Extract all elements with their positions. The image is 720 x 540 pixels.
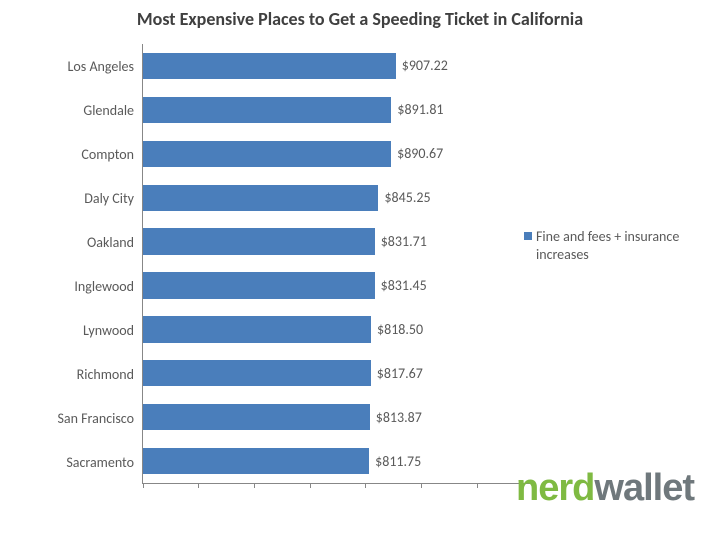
- logo-part2: wallet: [594, 467, 694, 509]
- y-axis-labels: Los AngelesGlendaleComptonDaly CityOakla…: [14, 44, 142, 484]
- bar: [143, 97, 391, 123]
- x-tick: [198, 483, 199, 488]
- bar-row: $817.67: [143, 351, 532, 395]
- bar: [143, 448, 369, 474]
- y-axis-label: Glendale: [14, 88, 142, 132]
- x-tick: [421, 483, 422, 488]
- bar: [143, 53, 396, 79]
- bar-row: $907.22: [143, 44, 532, 88]
- plot-area: Los AngelesGlendaleComptonDaly CityOakla…: [14, 44, 706, 484]
- bar-row: $831.45: [143, 264, 532, 308]
- bar-value-label: $907.22: [402, 57, 448, 74]
- bar: [143, 228, 375, 254]
- chart-title: Most Expensive Places to Get a Speeding …: [14, 8, 706, 44]
- y-axis-label: Richmond: [14, 352, 142, 396]
- y-axis-label: San Francisco: [14, 396, 142, 440]
- y-axis-label: Los Angeles: [14, 44, 142, 88]
- x-tick: [254, 483, 255, 488]
- bars-area: $907.22 $891.81 $890.67 $845.25 $831.71 $831.…: [142, 44, 532, 484]
- bar: [143, 141, 391, 167]
- bar-row: $813.87: [143, 395, 532, 439]
- y-axis-label: Inglewood: [14, 264, 142, 308]
- bar: [143, 185, 378, 211]
- legend: Fine and fees + insurance increases: [524, 228, 714, 263]
- legend-swatch: [524, 232, 532, 240]
- bar-value-label: $831.45: [381, 277, 427, 294]
- x-tick: [365, 483, 366, 488]
- y-axis-label: Oakland: [14, 220, 142, 264]
- y-axis-label: Sacramento: [14, 440, 142, 484]
- bar-value-label: $891.81: [397, 101, 443, 118]
- bar-row: $811.75: [143, 439, 532, 483]
- bar-value-label: $818.50: [377, 321, 423, 338]
- bar-row: $831.71: [143, 220, 532, 264]
- bar: [143, 316, 371, 342]
- bar-row: $845.25: [143, 176, 532, 220]
- legend-label: Fine and fees + insurance increases: [536, 228, 714, 263]
- y-axis-label: Compton: [14, 132, 142, 176]
- x-tick: [310, 483, 311, 488]
- bar: [143, 404, 370, 430]
- y-axis-label: Lynwood: [14, 308, 142, 352]
- bar: [143, 360, 371, 386]
- bar-value-label: $845.25: [384, 189, 430, 206]
- y-axis-label: Daly City: [14, 176, 142, 220]
- bar-value-label: $890.67: [397, 145, 443, 162]
- nerdwallet-logo: nerdwallet: [516, 467, 694, 510]
- bar-value-label: $817.67: [377, 365, 423, 382]
- x-tick: [477, 483, 478, 488]
- bar-row: $891.81: [143, 88, 532, 132]
- bar-row: $818.50: [143, 307, 532, 351]
- bar-value-label: $831.71: [381, 233, 427, 250]
- bar-value-label: $813.87: [376, 409, 422, 426]
- bar-value-label: $811.75: [375, 453, 421, 470]
- logo-part1: nerd: [516, 467, 594, 509]
- x-tick: [143, 483, 144, 488]
- bar: [143, 272, 375, 298]
- bar-row: $890.67: [143, 132, 532, 176]
